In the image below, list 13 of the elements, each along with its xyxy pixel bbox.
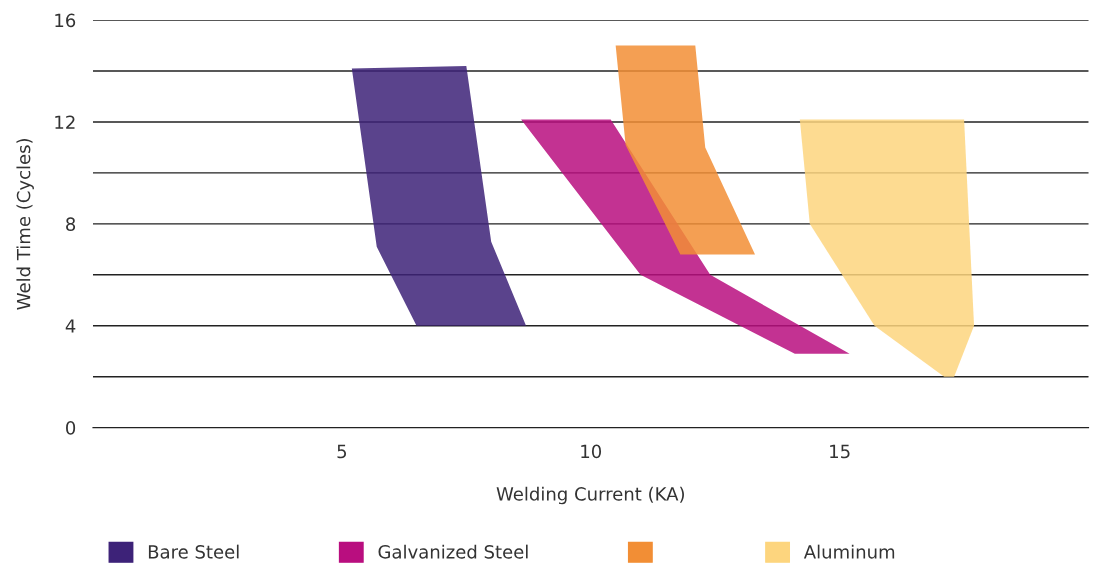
- x-tick-label: 10: [581, 444, 602, 459]
- x-tick-label: 15: [830, 444, 850, 459]
- y-tick-label: 8: [66, 217, 76, 231]
- legend-label: Bare Steel: [148, 544, 239, 559]
- y-tick-label: 16: [55, 13, 76, 28]
- y-tick-label: 4: [65, 319, 76, 333]
- y-tick-label: 12: [55, 115, 75, 129]
- y-axis-title: Weld Time (Cycles): [16, 138, 34, 310]
- x-axis-title: Welding Current (KA): [496, 486, 684, 505]
- x-tick-label: 5: [337, 444, 347, 459]
- legend-label: Galvanized Steel: [378, 544, 528, 559]
- legend-label: Aluminum: [803, 544, 895, 559]
- y-tick-label: 0: [66, 421, 76, 435]
